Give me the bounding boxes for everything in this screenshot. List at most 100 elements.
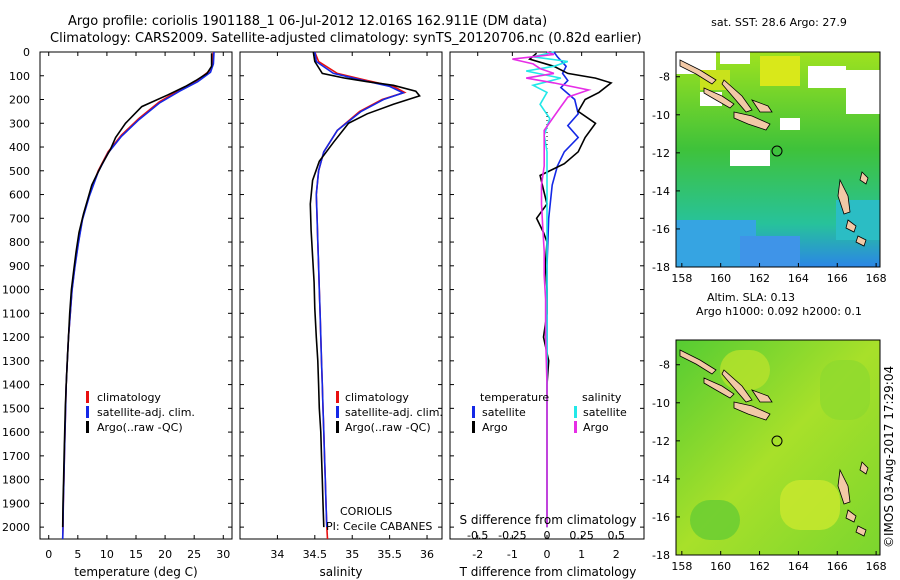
depth-tick-label: 600: [9, 189, 30, 202]
sla-map-frame: [675, 339, 881, 556]
sst-map-frame: [675, 51, 881, 268]
map-lon-label: 158: [671, 272, 692, 285]
s-diff-tick-label: 0.5: [608, 529, 626, 542]
island-shape: [859, 171, 869, 185]
temperature-x-axis: 0 5 10 15 20 25 30: [45, 52, 230, 561]
depth-tick-label: 400: [9, 141, 30, 154]
x-tick-label: 30: [216, 548, 230, 561]
map-lon-label: 166: [827, 560, 848, 573]
legend-salinity-heading: salinity: [582, 391, 622, 404]
legend-satellite-adj: satellite-adj. clim.: [97, 406, 195, 419]
sst-patch: [720, 52, 750, 64]
map-lon-label: 164: [788, 272, 809, 285]
island-shape: [679, 59, 717, 85]
x-tick-label: 0: [45, 548, 52, 561]
sst-patch: [808, 66, 846, 88]
depth-tick-label: 800: [9, 236, 30, 249]
salinity-legend: climatology satellite-adj. clim. Argo(..…: [336, 391, 443, 434]
x-tick-label: 34: [270, 548, 284, 561]
sla-patch: [780, 480, 840, 530]
island-shape: [855, 235, 867, 247]
island-shape: [859, 461, 869, 475]
difference-legend: temperature salinity satellite Argo sate…: [472, 391, 627, 434]
map-lat-label: -12: [652, 435, 670, 448]
map-lon-label: 168: [866, 560, 887, 573]
sst-map-title: sat. SST: 28.6 Argo: 27.9: [711, 16, 847, 29]
map-lat-label: -8: [659, 71, 670, 84]
map-lon-label: 162: [749, 272, 770, 285]
island-shape: [837, 468, 851, 505]
sst-patch: [730, 150, 770, 166]
difference-x-axis: -2 -1 0 1 2 -0.5 -0.25 0 0.25 0.5: [467, 52, 625, 561]
island-shape: [750, 99, 773, 113]
depth-tick-label: 2000: [2, 521, 30, 534]
depth-tick-label: 200: [9, 94, 30, 107]
depth-axis: 0 100 200 300 400 500 600 700 800 900 1000 1100 1200…: [2, 46, 644, 534]
profile-line-argo-raw-qc-: [61, 53, 213, 528]
t-diff-tick-label: 0: [544, 548, 551, 561]
map-lat-label: -10: [652, 397, 670, 410]
sla-map-title: Altim. SLA: 0.13: [707, 291, 795, 304]
legend-s-satellite: satellite: [583, 406, 627, 419]
temperature-legend: climatology satellite-adj. clim. Argo(..…: [86, 391, 195, 434]
map-lat-label: -16: [652, 511, 670, 524]
s-difference-axis-label: S difference from climatology: [460, 513, 637, 527]
imos-credit: ©IMOS 03-Aug-2017 17:29:04: [882, 366, 896, 548]
depth-tick-label: 1900: [2, 497, 30, 510]
map-lon-label: 158: [671, 560, 692, 573]
island-shape: [721, 369, 753, 403]
depth-tick-label: 1300: [2, 355, 30, 368]
x-tick-label: 35.5: [377, 548, 402, 561]
temperature-panel-frame: [39, 51, 233, 540]
sla-map-image: [676, 340, 880, 555]
map-lat-label: -14: [652, 473, 670, 486]
map-lon-label: 160: [710, 272, 731, 285]
x-tick-label: 15: [129, 548, 143, 561]
sst-patch: [760, 56, 800, 86]
diff-line-t-argo: [528, 52, 613, 528]
profile-line-satellite-adj-clim-: [314, 51, 406, 528]
sst-patch: [740, 236, 800, 267]
depth-tick-label: 1200: [2, 331, 30, 344]
t-diff-tick-label: -2: [472, 548, 483, 561]
profile-line-climatology: [314, 51, 407, 540]
profile-line-argo-raw-qc-: [309, 51, 421, 528]
island-shape: [733, 111, 771, 131]
map-lat-label: -18: [652, 261, 670, 274]
depth-tick-label: 1700: [2, 450, 30, 463]
legend-t-satellite: satellite: [482, 406, 526, 419]
salinity-axis-label: salinity: [319, 565, 362, 579]
t-diff-tick-label: -1: [507, 548, 518, 561]
diff-line-t-satellite: [546, 51, 580, 528]
diff-line-s-satellite: [526, 51, 569, 528]
temperature-profiles: [61, 51, 215, 540]
x-tick-label: 5: [74, 548, 81, 561]
diff-line-s-argo: [512, 51, 592, 528]
map-lat-label: -16: [652, 223, 670, 236]
map-lon-label: 168: [866, 272, 887, 285]
x-tick-label: 10: [100, 548, 114, 561]
legend-s-argo: Argo: [583, 421, 609, 434]
pi-label: PI: Cecile CABANES: [326, 520, 432, 533]
depth-tick-label: 1400: [2, 379, 30, 392]
x-tick-label: 20: [158, 548, 172, 561]
salinity-profiles: [309, 51, 421, 540]
x-tick-label: 34.5: [303, 548, 328, 561]
t-difference-axis-label: T difference from climatology: [459, 565, 637, 579]
institution-label: CORIOLIS: [340, 505, 392, 518]
profile-line-satellite-adj-clim-: [61, 51, 215, 540]
title-line1: Argo profile: coriolis 1901188_1 06-Jul-…: [68, 14, 547, 29]
depth-tick-label: 1800: [2, 474, 30, 487]
island-shape: [721, 79, 753, 113]
island-shape: [855, 525, 867, 537]
temperature-axis-label: temperature (deg C): [74, 565, 197, 579]
map-lat-label: -10: [652, 109, 670, 122]
island-shape: [750, 389, 773, 403]
s-diff-tick-label: -0.25: [498, 529, 526, 542]
depth-tick-label: 300: [9, 117, 30, 130]
sla-patch: [720, 350, 770, 390]
x-tick-label: 36: [420, 548, 434, 561]
t-diff-tick-label: 1: [578, 548, 585, 561]
map-lon-label: 164: [788, 560, 809, 573]
